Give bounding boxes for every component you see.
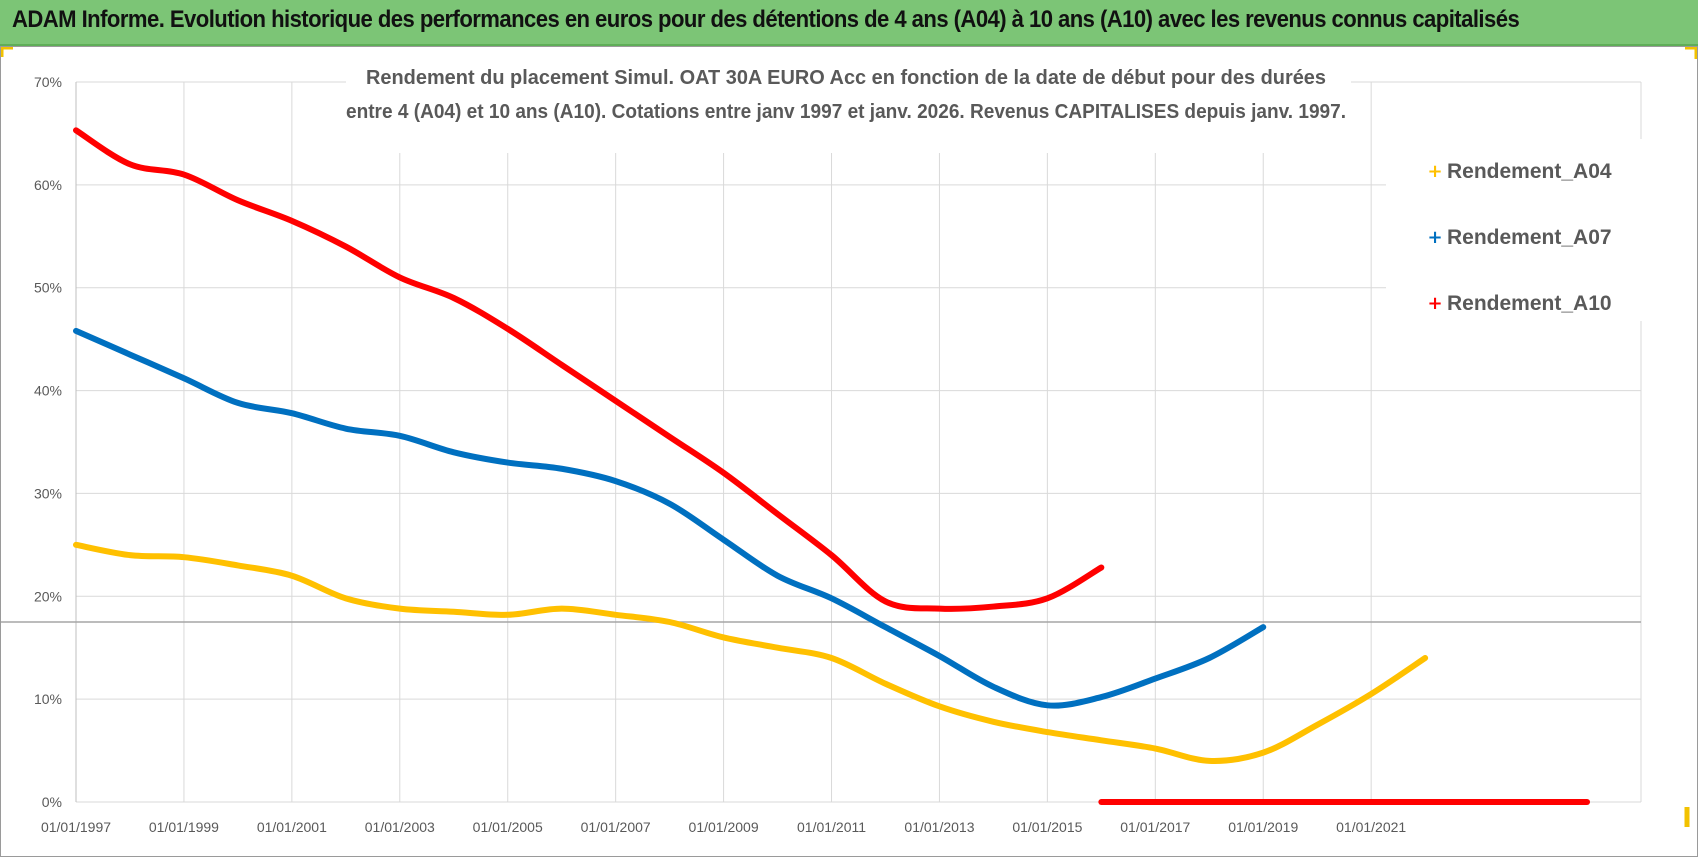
legend-marker-a04: + (1427, 161, 1442, 182)
series-line-rendement_a04 (73, 541, 1429, 764)
x-tick-label: 01/01/2019 (1228, 819, 1298, 835)
legend-background (1386, 139, 1646, 321)
series-line-rendement_a10 (73, 127, 1105, 612)
y-tick-label: 70% (34, 74, 62, 90)
x-tick-label: 01/01/2011 (797, 819, 866, 835)
x-tick-label: 01/01/2015 (1012, 819, 1082, 835)
y-axis: 0% 10% 20% 30% 40% 50% 60% 70% (34, 74, 62, 810)
y-tick-label: 0% (42, 794, 62, 810)
y-tick-label: 30% (34, 485, 62, 501)
y-tick-label: 60% (34, 177, 62, 193)
legend-label-a07: Rendement_A07 (1447, 226, 1612, 249)
x-tick-label: 01/01/2003 (365, 819, 435, 835)
x-tick-label: 01/01/1999 (149, 819, 219, 835)
x-tick-label: 01/01/2009 (689, 819, 759, 835)
x-tick-label: 01/01/2001 (257, 819, 327, 835)
chart-title-line-1: Rendement du placement Simul. OAT 30A EU… (366, 67, 1326, 89)
title-background (346, 67, 1351, 153)
x-tick-label: 01/01/2021 (1336, 819, 1406, 835)
series-lines (73, 127, 1591, 805)
y-tick-label: 50% (34, 280, 62, 296)
x-tick-label: 01/01/2007 (581, 819, 651, 835)
line-chart: 0%10%20%30%40%50%60%70% 01/01/1997 01/01/… (1, 47, 1697, 835)
legend-marker-a07: + (1427, 227, 1442, 248)
series-line-rendement_a07 (73, 327, 1267, 709)
legend-label-a04: Rendement_A04 (1447, 160, 1612, 183)
x-tick-label: 01/01/1997 (41, 819, 111, 835)
y-tick-label: 40% (34, 383, 62, 399)
x-tick-label: 01/01/2013 (904, 819, 974, 835)
chart-frame: 0% 10% 20% 30% 40% 50% 60% 70% 01/01/1997 01/01/… (0, 46, 1698, 857)
x-tick-label: 01/01/2005 (473, 819, 543, 835)
header-bar: ADAM Informe. Evolution historique des p… (0, 0, 1698, 46)
x-axis: 01/01/1997 01/01/1999 01/01/2001 01/01/2003… (41, 819, 1406, 835)
gridlines (75, 81, 1642, 803)
x-tick-label: 01/01/2017 (1120, 819, 1190, 835)
y-tick-label: 10% (34, 691, 62, 707)
legend: + Rendement_A04 + Rendement_A07 + Rendem… (1386, 139, 1646, 321)
corner-mark-tl (1, 47, 13, 57)
legend-marker-a10: + (1427, 293, 1442, 314)
y-tick-label: 20% (34, 588, 62, 604)
legend-label-a10: Rendement_A10 (1447, 292, 1612, 315)
chart-title-line-2: entre 4 (A04) et 10 ans (A10). Cotations… (346, 101, 1346, 123)
page-title: ADAM Informe. Evolution historique des p… (12, 6, 1520, 33)
corner-mark-tr (1685, 47, 1697, 59)
